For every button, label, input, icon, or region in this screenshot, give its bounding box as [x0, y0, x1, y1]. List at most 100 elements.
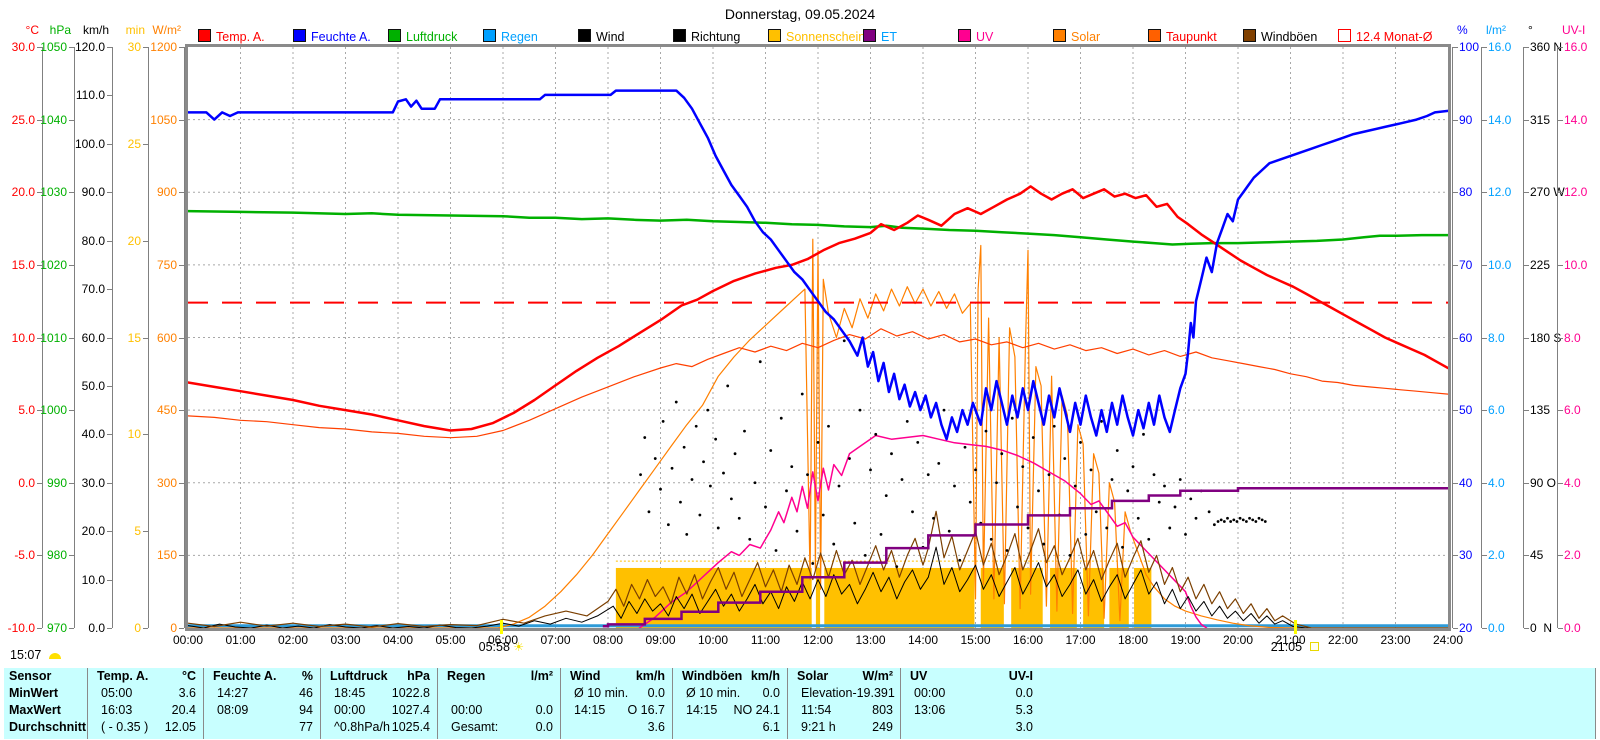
- table-cell-value: 12.05: [164, 720, 196, 734]
- axis-min-left-tick: [143, 434, 148, 436]
- axis-hpa-left-tick-label: 1050: [40, 40, 67, 54]
- axis-lm-right-unit: l/m²: [1486, 23, 1506, 37]
- table-col-uv: UV UV-I 00:00 0.0 13:06 5.3 3.0: [900, 668, 1040, 739]
- axis--right-tick-label: 100: [1459, 40, 1480, 54]
- axis-c-left-tick: [37, 119, 42, 121]
- table-cell-time: 14:27: [217, 686, 249, 700]
- time-note: 15:07: [10, 648, 61, 662]
- axis-kmh-left-tick-label: 90.0: [81, 185, 105, 200]
- x-tick-label: 04:00: [382, 633, 414, 647]
- legend-swatch-uv: [958, 29, 971, 42]
- sunrise-sun-icon: ☀: [513, 640, 525, 654]
- table-col-name: UV: [910, 669, 928, 683]
- legend-swatch-regen: [483, 29, 496, 42]
- axis-c-left-tick-label: 15.0: [11, 257, 35, 272]
- axis--right-tick-label: 135: [1530, 403, 1551, 418]
- x-tick-label: 23:00: [1380, 633, 1411, 647]
- axis--right-tick-label: 50: [1459, 403, 1473, 418]
- x-tick-label: 03:00: [330, 633, 361, 647]
- table-col-unit: km/h: [750, 669, 780, 683]
- x-tick-label: 11:00: [750, 633, 781, 647]
- sunset-time: 21:05: [1270, 640, 1303, 654]
- axis-hpa-left-tick: [69, 47, 74, 48]
- axis-wm-left-tick-label: 150: [156, 548, 177, 563]
- axis-lm-right-tick: [1482, 410, 1487, 412]
- axis-kmh-left-tick: [107, 531, 112, 533]
- axis--right-tick: [1453, 337, 1458, 339]
- axis-kmh-left-tick: [107, 434, 112, 436]
- axis-hpa-left-tick: [69, 482, 74, 484]
- legend-label-taupunkt: Taupunkt: [1166, 30, 1217, 44]
- axis-wm-left-tick: [179, 337, 184, 339]
- axis-uvi-right-tick-label: 6.0: [1564, 403, 1581, 418]
- axis-lm-right-tick-label: 12.0: [1488, 185, 1512, 200]
- table-cell-time: 00:00: [914, 686, 946, 700]
- table-cell-time: Elevation: [801, 686, 853, 700]
- axis-uvi-right-tick-label: 8.0: [1564, 330, 1581, 345]
- x-tick-label: 24:00: [1432, 633, 1464, 647]
- axis-c-left-tick-label: 5.0: [18, 403, 35, 418]
- table-col-unit: km/h: [635, 669, 665, 683]
- legend-label-regen: Regen: [501, 30, 538, 44]
- x-tick-label: 14:00: [907, 633, 939, 647]
- axis-hpa-left-line: [74, 47, 75, 628]
- table-col-feuchte-a-: Feuchte A.% 14:27 46 08:09 94 77: [203, 668, 320, 739]
- axis-hpa-left-tick-label: 1020: [40, 257, 67, 272]
- legend-item-feuchte-a: Feuchte A.: [293, 29, 371, 44]
- axis-wm-left-tick-label: 750: [156, 257, 177, 272]
- axis--right-tick-label: 40: [1459, 475, 1473, 490]
- table-cell-value: 1022.8: [391, 686, 430, 700]
- x-tick-label: 05:00: [435, 633, 466, 647]
- axis-uvi-right-tick-label: 2.0: [1564, 548, 1581, 563]
- legend-label-solar: Solar: [1071, 30, 1101, 44]
- legend-item-monats-mittel: 12.4 Monat-Ø: [1338, 29, 1432, 44]
- sunset-square-icon: [1309, 642, 1319, 651]
- axis-lm-right-tick: [1482, 192, 1487, 194]
- axis-hpa-left-tick: [69, 264, 74, 266]
- axis-kmh-left-tick: [107, 337, 112, 339]
- axis-min-left-tick: [143, 47, 148, 48]
- axis-lm-right-tick-label: 2.0: [1488, 548, 1505, 563]
- table-cell-time: [910, 719, 914, 736]
- axis--right-tick-label: 70: [1459, 257, 1473, 272]
- axis--right-tick: [1524, 192, 1529, 194]
- axis-c-left-tick-label: 25.0: [11, 112, 35, 127]
- axis--right-tick: [1453, 264, 1458, 266]
- half-sun-icon: [48, 653, 61, 659]
- table-cell-row: Ø 10 min. 0.0: [673, 685, 787, 702]
- x-tick-label: 09:00: [645, 633, 676, 647]
- legend-item-luftdruck: Luftdruck: [388, 29, 457, 44]
- axis-hpa-left-tick: [69, 192, 74, 194]
- axis-lm-right-tick-label: 14.0: [1488, 112, 1512, 127]
- table-cell-time: [213, 719, 217, 736]
- axis-hpa-left-tick-label: 1040: [40, 112, 67, 127]
- table-row-label: MinWert: [4, 685, 87, 702]
- axis-c-left-tick: [37, 410, 42, 412]
- x-tick-label: 13:00: [855, 633, 886, 647]
- axis-min-left-tick-label: 0: [134, 621, 141, 635]
- x-tick-label: 02:00: [277, 633, 309, 647]
- x-tick-label: 16:00: [1012, 633, 1044, 647]
- table-cell-row: 18:45 1022.8: [321, 685, 437, 702]
- legend-label-et: ET: [881, 30, 897, 44]
- axis-min-left-tick-label: 5: [134, 524, 141, 539]
- table-cell-row: ( - 0.35 ) 12.05: [88, 719, 203, 736]
- axis-lm-right-tick-label: 16.0: [1488, 40, 1512, 54]
- x-tick-label: 00:00: [172, 633, 204, 647]
- axis-min-left-tick-label: 30: [127, 40, 141, 54]
- axis--right-tick-label: 60: [1459, 330, 1473, 345]
- table-cell-row: 77: [204, 719, 320, 736]
- axis-hpa-left-tick: [69, 410, 74, 412]
- table-cell-row: 00:00 0.0: [438, 702, 560, 719]
- axis-uvi-right-tick: [1558, 410, 1563, 412]
- table-cell-time: 05:00: [101, 686, 133, 700]
- axis-lm-right-tick-label: 10.0: [1488, 257, 1512, 272]
- table-cell-row: Ø 10 min. 0.0: [561, 685, 672, 702]
- axis-wm-left-unit: W/m²: [152, 23, 181, 37]
- table-col-unit: %: [301, 669, 313, 683]
- legend-item-et: ET: [863, 29, 897, 44]
- legend-swatch-sonnenschein: [768, 29, 781, 42]
- legend-item-uv: UV: [958, 29, 993, 44]
- axis-min-left-tick: [143, 143, 148, 145]
- axis-hpa-left-tick: [69, 628, 74, 629]
